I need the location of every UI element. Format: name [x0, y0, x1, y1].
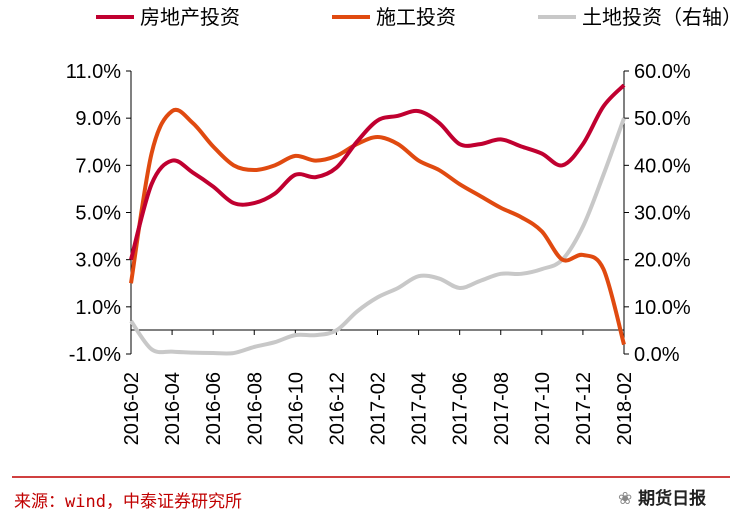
left-tick-label: -1.0% — [69, 344, 121, 366]
left-tick-label: 1.0% — [75, 297, 121, 319]
left-tick-label: 3.0% — [75, 250, 121, 272]
x-tick-label: 2017-02 — [368, 372, 390, 445]
series-line-2 — [129, 117, 626, 356]
series-line-1 — [129, 107, 626, 346]
legend: 房地产投资 施工投资 土地投资（右轴） — [96, 5, 738, 29]
source-note: 来源：wind，中泰证券研究所 — [14, 492, 242, 512]
left-tick-label: 9.0% — [75, 108, 121, 130]
wechat-icon: ❀ — [618, 489, 633, 509]
right-tick-label: 10.0% — [634, 297, 691, 319]
watermark-text: 期货日报 — [638, 489, 707, 509]
x-tick-label: 2018-02 — [614, 372, 636, 445]
right-tick-label: 0.0% — [634, 344, 680, 366]
x-tick-label: 2017-06 — [450, 372, 472, 445]
right-tick-label: 40.0% — [634, 155, 691, 177]
x-tick-label: 2017-12 — [573, 372, 595, 445]
watermark: ❀ 期货日报 — [618, 484, 706, 509]
right-tick-label: 50.0% — [634, 108, 691, 130]
series-layer — [129, 83, 626, 356]
x-tick-label: 2017-08 — [491, 372, 513, 445]
legend-label-1: 施工投资 — [376, 5, 456, 29]
axes: 11.0% 9.0% 7.0% 5.0% 3.0% 1.0% -1.0% 60.0% 50.0%… — [66, 61, 691, 445]
right-tick-label: 20.0% — [634, 250, 691, 272]
left-tick-label: 5.0% — [75, 203, 121, 225]
x-tick-label: 2016-10 — [285, 372, 307, 445]
series-line-0 — [129, 83, 626, 261]
x-tick-label: 2017-10 — [532, 372, 554, 445]
legend-label-0: 房地产投资 — [140, 5, 240, 29]
right-tick-label: 60.0% — [634, 61, 691, 83]
left-tick-label: 7.0% — [75, 155, 121, 177]
x-tick-label: 2016-06 — [203, 372, 225, 445]
right-tick-label: 30.0% — [634, 203, 691, 225]
x-tick-label: 2016-08 — [244, 372, 266, 445]
x-tick-label: 2016-02 — [121, 372, 143, 445]
x-tick-label: 2016-12 — [326, 372, 348, 445]
x-tick-label: 2016-04 — [162, 372, 184, 445]
left-tick-label: 11.0% — [66, 61, 121, 83]
x-tick-label: 2017-04 — [409, 372, 431, 445]
legend-label-2: 土地投资（右轴） — [582, 5, 738, 29]
